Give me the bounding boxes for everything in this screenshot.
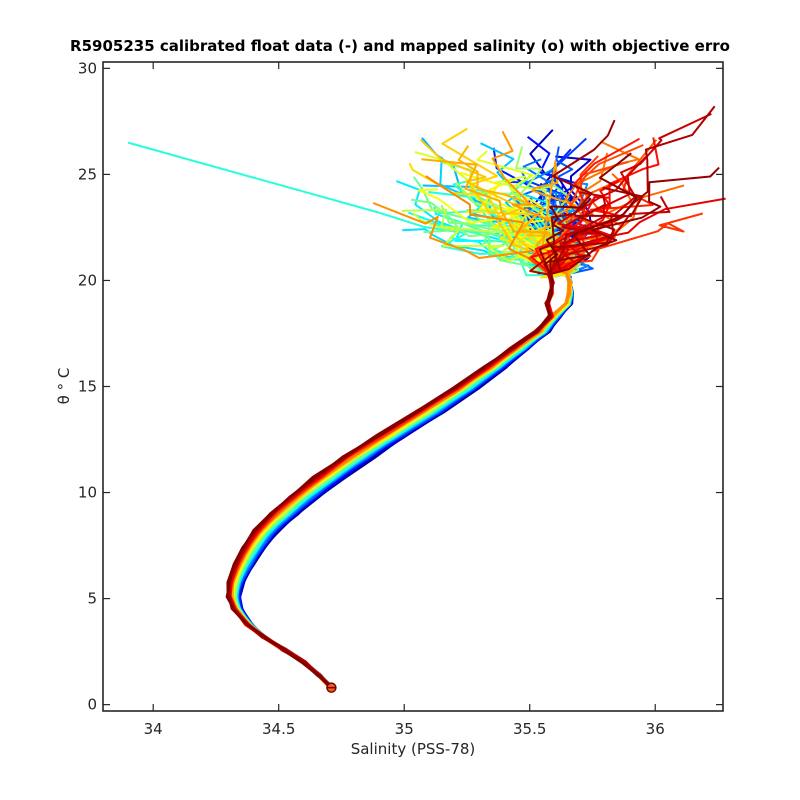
profile-line	[235, 193, 573, 688]
chart-title: R5905235 calibrated float data (-) and m…	[70, 37, 730, 55]
y-tick-label: 15	[78, 378, 97, 396]
profile-line	[234, 215, 592, 689]
profile-line	[237, 210, 572, 690]
profile-line	[229, 215, 584, 689]
profile-line	[231, 226, 575, 690]
profile-line	[233, 209, 572, 690]
plot-area	[127, 105, 726, 693]
profile-line	[239, 220, 572, 688]
profile-line	[127, 141, 575, 689]
profile-lines	[127, 105, 726, 690]
profile-line	[233, 198, 572, 688]
y-tick-label: 25	[78, 165, 97, 183]
profile-line	[229, 212, 571, 690]
profile-line	[228, 173, 633, 688]
profile-line	[237, 211, 574, 689]
y-tick-label: 0	[87, 696, 97, 714]
x-tick-label: 35.5	[513, 720, 546, 738]
profile-line	[236, 217, 573, 690]
x-tick-label: 36	[646, 720, 665, 738]
profile-line	[233, 210, 573, 690]
profile-line	[225, 197, 592, 688]
mapped-salinity-markers	[326, 682, 337, 693]
profile-line	[227, 197, 726, 688]
profile-line	[229, 212, 703, 689]
profile-line	[226, 196, 671, 689]
profile-line	[238, 197, 573, 690]
profile-line	[238, 204, 578, 688]
profile-line	[229, 210, 572, 688]
x-axis-ticks: 34 34.5 35 35.5 36	[144, 62, 665, 738]
profile-line	[236, 199, 579, 689]
profile-line	[232, 228, 573, 688]
profile-line	[232, 211, 571, 690]
x-axis-label: Salinity (PSS-78)	[351, 740, 476, 758]
profile-line	[237, 213, 574, 689]
profile-line	[232, 218, 586, 689]
profile-line	[236, 218, 590, 688]
y-axis-label: θ ° C	[55, 368, 73, 405]
profile-line	[230, 208, 574, 689]
x-tick-label: 34.5	[262, 720, 295, 738]
y-axis-ticks: 0 5 10 15 20 25 30	[78, 59, 723, 714]
profile-line	[238, 217, 583, 689]
profile-line	[227, 224, 599, 688]
profile-line	[235, 204, 587, 689]
profile-line	[229, 214, 627, 689]
y-tick-label: 10	[78, 484, 97, 502]
profile-line	[228, 202, 572, 688]
profile-line	[234, 204, 571, 689]
profile-line	[233, 207, 585, 689]
profile-line	[234, 191, 572, 688]
x-tick-label: 35	[395, 720, 414, 738]
profile-line	[229, 184, 685, 688]
profile-line	[233, 228, 573, 689]
y-tick-label: 30	[78, 59, 97, 77]
profile-line	[235, 206, 572, 690]
profile-line	[232, 208, 574, 688]
axes-box	[102, 61, 724, 712]
profile-line	[232, 209, 573, 690]
profile-line	[235, 220, 573, 689]
x-tick-label: 34	[144, 720, 163, 738]
y-tick-label: 5	[87, 590, 97, 608]
y-tick-label: 20	[78, 271, 97, 289]
